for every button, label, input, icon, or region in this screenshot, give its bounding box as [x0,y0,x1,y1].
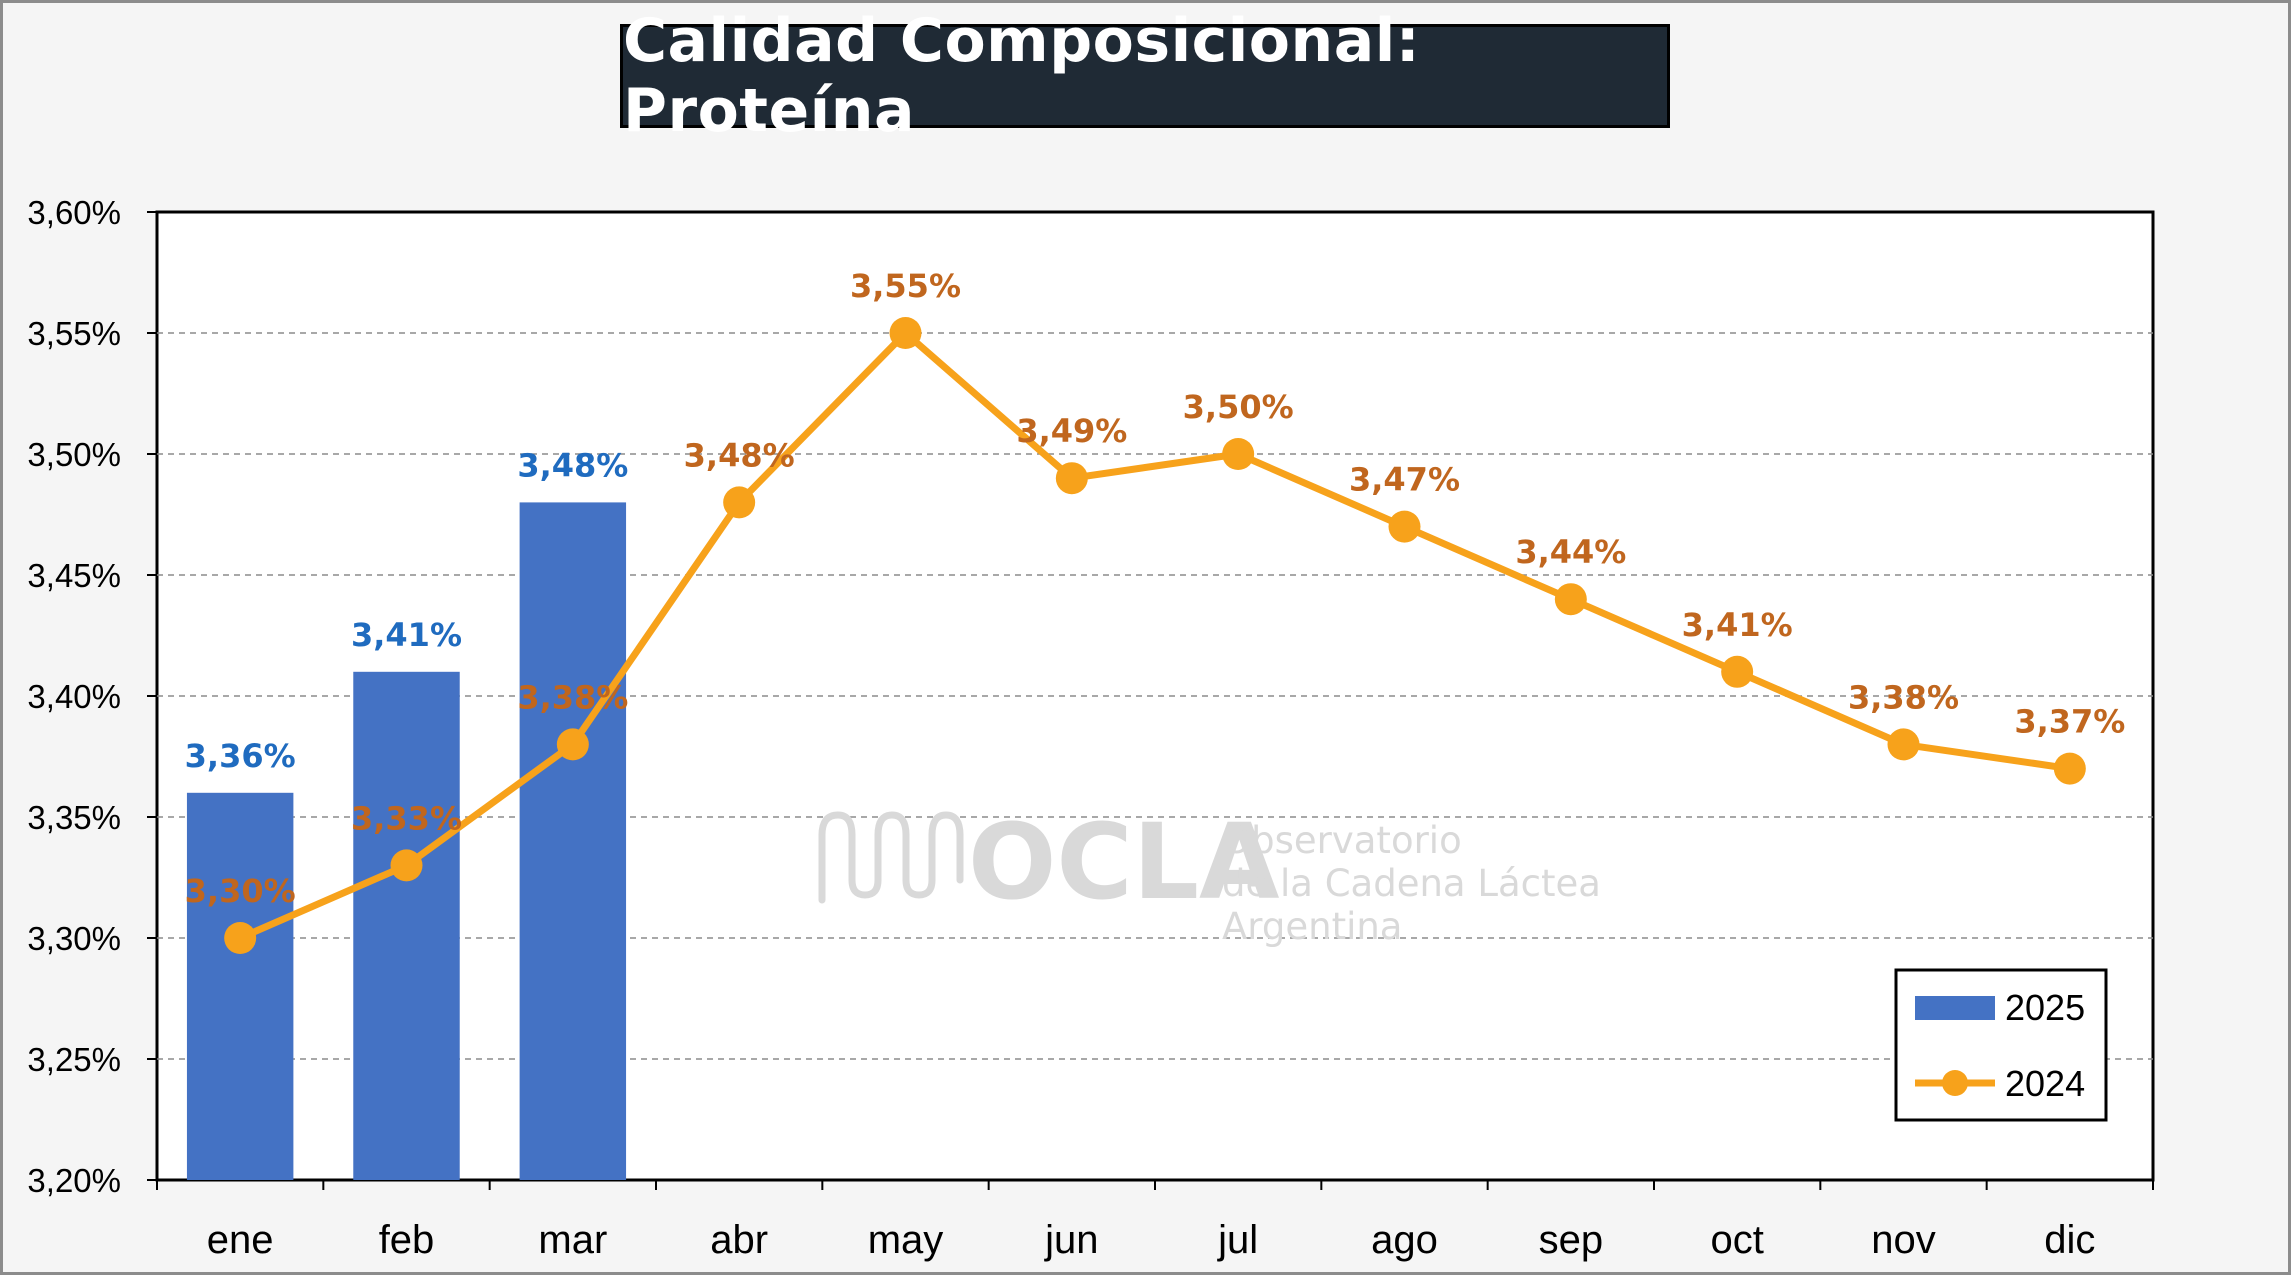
line-data-label: 3,41% [1682,606,1793,644]
legend-label-2024: 2024 [2005,1063,2085,1104]
watermark-line1: Observatorio [1222,819,1462,862]
line-data-label: 3,47% [1349,461,1460,499]
x-tick-label: jun [1044,1218,1098,1262]
y-tick-label: 3,25% [27,1041,121,1078]
line-data-label: 3,37% [2014,703,2125,741]
bar-series-2025 [186,502,627,1180]
chart-title: Calidad Composicional: Proteína [623,6,1421,146]
data-labels: 3,36% 3,41% 3,48% 3,30% 3,33% 3,38% 3,48% 3,55%… [185,267,2126,910]
line-point-2024 [1554,583,1587,616]
line-series-2024 [224,317,2086,954]
line-data-label: 3,38% [1848,678,1959,716]
bar-2025 [519,502,627,1180]
line-data-label: 3,55% [850,267,961,305]
line-point-2024 [2053,752,2086,785]
legend: 2025 2024 [1894,968,2108,1122]
y-tick-label: 3,60% [27,194,121,231]
x-tick-label: oct [1710,1218,1763,1262]
line-point-2024 [1721,655,1754,688]
legend-marker-2024 [1942,1070,1968,1096]
y-tick-label: 3,20% [27,1162,121,1199]
line-point-2024 [723,486,756,519]
line-point-2024 [224,922,257,954]
line-data-label: 3,30% [185,872,296,910]
line-point-2024 [1055,462,1088,495]
x-tick-label: may [868,1218,944,1262]
line-data-label: 3,33% [351,799,462,837]
ocla-watermark: OCLA Observatorio de la Cadena Láctea Ar… [818,801,1601,948]
watermark-line2: de la Cadena Láctea [1222,862,1601,905]
line-point-2024 [1222,438,1255,470]
line-point-2024 [889,317,922,349]
line-point-2024 [390,849,423,882]
y-tick-label: 3,50% [27,436,121,473]
legend-box [1894,968,2108,1122]
watermark-brand: OCLA [968,801,1280,923]
x-tick-label: jul [1217,1218,1258,1262]
chart-title-box: Calidad Composicional: Proteína [620,6,1670,146]
x-tick-label: ene [207,1218,274,1262]
line-data-label: 3,50% [1183,388,1294,426]
line-data-label: 3,44% [1515,533,1626,571]
bar-2025 [186,792,294,1180]
watermark-line3: Argentina [1222,905,1402,948]
line-point-2024 [556,728,589,761]
x-tick-label: nov [1871,1218,1936,1262]
line-point-2024 [1887,728,1920,761]
x-tick-label: dic [2044,1218,2095,1262]
x-tick-label: sep [1539,1218,1604,1262]
y-tick-label: 3,40% [27,678,121,715]
gridlines [157,332,2153,1060]
y-tick-label: 3,55% [27,315,121,352]
line-2024 [238,329,2071,942]
legend-swatch-2025 [1915,996,1995,1020]
y-tick-label: 3,45% [27,557,121,594]
x-tick-label: abr [710,1218,768,1262]
x-tick-label: mar [538,1218,607,1262]
line-data-label: 3,49% [1016,412,1127,450]
bar-2025 [353,671,460,1180]
bar-data-label: 3,36% [185,737,296,775]
line-data-label: 3,38% [517,678,628,716]
y-axis-ticks: 3,20% 3,25% 3,30% 3,35% 3,40% 3,45% 3,50% 3,55%… [27,194,157,1199]
bar-data-label: 3,41% [351,616,462,654]
x-tick-label: ago [1371,1218,1438,1262]
line-point-2024 [1388,510,1421,543]
x-tick-label: feb [379,1218,435,1262]
ocla-logo-icon [818,811,964,904]
y-tick-label: 3,30% [27,920,121,957]
bar-data-label: 3,48% [517,446,628,484]
x-axis-ticks: ene feb mar abr may jun jul ago sep oct nov dic [156,1180,2154,1262]
y-tick-label: 3,35% [27,799,121,836]
legend-label-2025: 2025 [2005,987,2085,1028]
line-data-label: 3,48% [684,436,795,474]
